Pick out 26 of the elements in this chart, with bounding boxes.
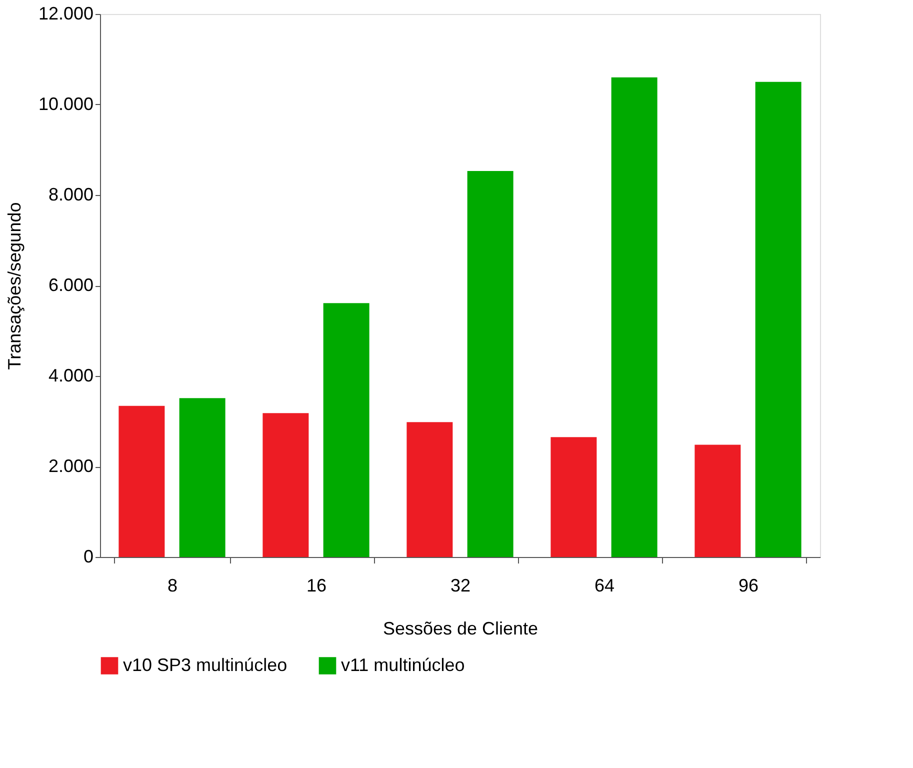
y-tick-label: 8.000: [48, 184, 94, 204]
bar: [467, 171, 514, 557]
y-tick-label: 10.000: [38, 94, 94, 114]
y-tick-label: 2.000: [48, 456, 94, 476]
legend-label: v10 SP3 multinúcleo: [123, 654, 288, 675]
y-tick-label: 0: [83, 546, 94, 566]
bar: [755, 82, 802, 557]
y-tick-label: 4.000: [48, 366, 94, 386]
x-tick-label: 16: [306, 576, 327, 596]
x-axis-title: Sessões de Cliente: [382, 618, 538, 638]
bar: [118, 406, 165, 557]
bar: [406, 422, 453, 557]
bar: [262, 413, 309, 557]
legend-label: v11 multinúcleo: [341, 654, 465, 675]
x-tick-label: 64: [594, 576, 615, 596]
bar: [179, 398, 226, 557]
x-tick-label: 96: [738, 576, 759, 596]
y-axis-title: Transações/segundo: [4, 202, 24, 370]
bar: [550, 437, 597, 557]
bar: [611, 77, 658, 557]
bar: [323, 303, 370, 557]
bar: [694, 444, 741, 557]
x-tick-label: 32: [450, 576, 471, 596]
y-tick-label: 6.000: [48, 275, 94, 295]
x-tick-label: 8: [167, 576, 178, 596]
y-tick-label: 12.000: [38, 4, 94, 24]
